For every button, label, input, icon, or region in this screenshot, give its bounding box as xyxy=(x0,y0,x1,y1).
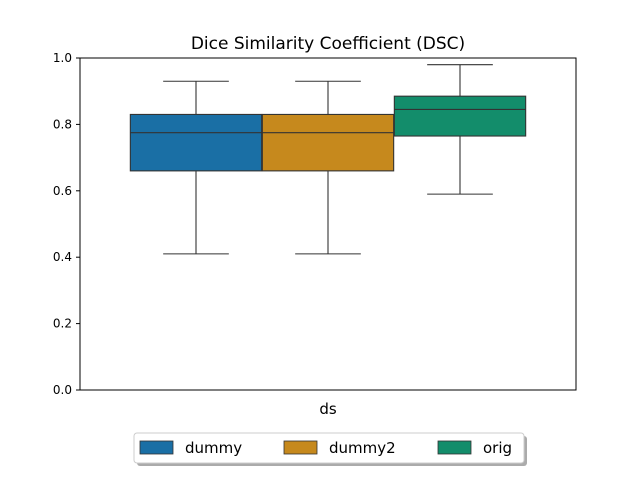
legend: dummy dummy2 orig xyxy=(133,432,527,466)
y-tick-label: 0.4 xyxy=(53,250,72,264)
legend-label: dummy xyxy=(185,439,242,457)
y-tick-label: 1.0 xyxy=(53,51,72,65)
y-tick-label: 0.8 xyxy=(53,117,72,131)
box-dummy xyxy=(129,80,263,255)
axes: 0.0 0.2 0.4 0.6 0.8 1.0 ds xyxy=(53,51,577,418)
iqr-box xyxy=(261,113,395,172)
legend-entry-dummy2: dummy2 xyxy=(283,439,396,457)
legend-entry-orig: orig xyxy=(437,439,512,457)
chart-title: Dice Similarity Coefficient (DSC) xyxy=(191,34,465,54)
iqr-box xyxy=(393,95,527,137)
legend-entry-dummy: dummy xyxy=(139,439,242,457)
legend-label: dummy2 xyxy=(329,439,396,457)
legend-label: orig xyxy=(483,439,512,457)
iqr-box xyxy=(129,113,263,172)
x-tick-label: ds xyxy=(319,400,337,418)
plot-area xyxy=(129,64,527,255)
legend-swatch xyxy=(283,440,318,455)
box-dummy2 xyxy=(261,80,395,255)
axes-frame xyxy=(79,57,577,391)
legend-box xyxy=(133,432,525,464)
legend-swatch xyxy=(437,440,472,455)
legend-swatch xyxy=(139,440,174,455)
y-tick-label: 0.6 xyxy=(53,184,72,198)
box-orig xyxy=(393,64,527,195)
y-tick-label: 0.0 xyxy=(53,383,72,397)
y-tick-label: 0.2 xyxy=(53,317,72,331)
